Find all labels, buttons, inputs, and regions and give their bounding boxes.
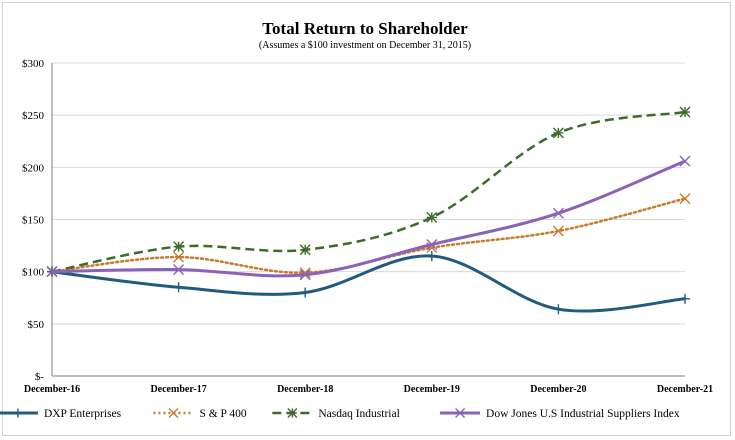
grid-lines xyxy=(52,62,685,325)
y-tick-label: $300 xyxy=(22,58,45,70)
data-point-marker xyxy=(552,225,564,237)
series-lines xyxy=(46,106,691,315)
data-point-marker xyxy=(680,293,690,304)
legend-label: DXP Enterprises xyxy=(44,408,122,420)
data-point-marker xyxy=(299,269,311,281)
data-point-marker xyxy=(173,282,184,293)
series-line-4 xyxy=(51,159,686,278)
data-point-marker xyxy=(173,241,185,253)
data-point-marker xyxy=(173,264,185,276)
x-tick-label: December-20 xyxy=(530,384,586,395)
chart-title: Total Return to Shareholder xyxy=(262,19,468,38)
legend-label: Nasdaq Industrial xyxy=(318,408,399,420)
data-point-marker xyxy=(426,239,438,251)
data-point-marker xyxy=(455,408,466,418)
x-tick-label: December-19 xyxy=(404,384,460,395)
axes: $- $50 $100 $150 $200 $250 $300 December-16 Dece… xyxy=(22,58,713,395)
x-tick-label: December-17 xyxy=(150,384,206,395)
data-point-marker xyxy=(173,251,185,263)
x-tick-label: December-18 xyxy=(277,384,333,395)
data-point-marker xyxy=(552,127,564,139)
legend-item: Dow Jones U.S Industrial Suppliers Index xyxy=(440,408,680,420)
y-tick-label: $200 xyxy=(22,162,45,174)
data-point-marker xyxy=(46,266,58,278)
y-tick-label: $- xyxy=(35,371,45,383)
x-tick-label: December-16 xyxy=(24,384,80,395)
data-point-marker xyxy=(679,106,691,118)
data-point-marker xyxy=(552,207,564,219)
y-tick-label: $250 xyxy=(22,110,45,122)
chart-subtitle: (Assumes a $100 investment on December 3… xyxy=(259,40,471,51)
data-point-marker xyxy=(168,408,179,418)
legend: DXP Enterprises S & P 400 Nasdaq Industria… xyxy=(0,408,680,420)
legend-item: S & P 400 xyxy=(153,408,247,420)
legend-label: Dow Jones U.S Industrial Suppliers Index xyxy=(486,408,680,420)
data-point-marker xyxy=(13,408,23,418)
series-line-3 xyxy=(51,110,686,273)
data-point-marker xyxy=(426,251,437,262)
y-tick-label: $50 xyxy=(28,319,45,331)
y-tick-label: $150 xyxy=(22,215,45,227)
chart-frame xyxy=(2,2,731,436)
data-point-marker xyxy=(553,304,564,315)
series-line-1 xyxy=(51,254,686,313)
data-point-marker xyxy=(679,155,691,167)
x-tick-label: December-21 xyxy=(657,384,713,395)
data-point-marker xyxy=(426,211,438,223)
data-point-marker xyxy=(287,408,298,418)
data-point-marker xyxy=(300,287,311,298)
y-tick-label: $100 xyxy=(22,267,45,279)
data-point-marker xyxy=(679,193,691,205)
legend-item: Nasdaq Industrial xyxy=(272,408,400,420)
legend-label: S & P 400 xyxy=(199,408,246,420)
legend-item: DXP Enterprises xyxy=(0,408,122,420)
data-point-marker xyxy=(299,244,311,256)
